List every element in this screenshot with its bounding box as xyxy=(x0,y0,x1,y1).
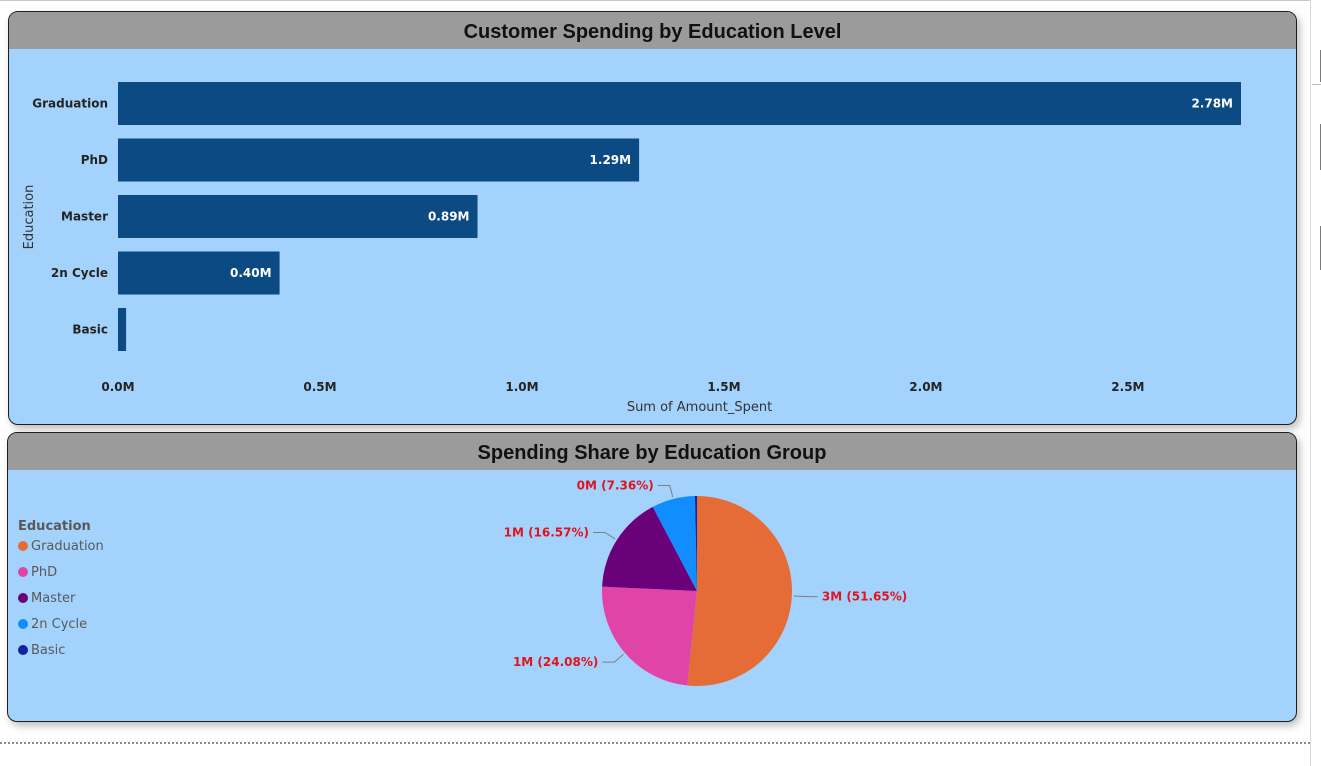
leader-line xyxy=(657,484,674,498)
y-tick-label: 2n Cycle xyxy=(51,266,108,280)
data-label: 2.78M xyxy=(1191,97,1233,111)
x-tick-label: 2.5M xyxy=(1111,380,1144,394)
bar-chart-svg: Graduation 2.78M PhD 1.29M Master 0.89M 2n Cyc… xyxy=(22,82,1241,415)
leader-line xyxy=(593,532,616,540)
bar-2n-cycle xyxy=(118,251,280,295)
legend-item-graduation[interactable]: Graduation xyxy=(18,538,104,564)
y-tick-label: Master xyxy=(61,210,108,224)
legend-marker xyxy=(18,593,28,603)
legend-label: Basic xyxy=(31,643,66,658)
data-label: 0.40M xyxy=(230,266,272,280)
pie-legend: Education Graduation PhD Master 2n Cycle Bas… xyxy=(18,519,104,668)
pie-slice-phd xyxy=(602,586,697,686)
x-tick-label: 1.0M xyxy=(505,380,538,394)
legend-marker xyxy=(18,645,28,655)
legend-label: Graduation xyxy=(31,539,104,554)
legend-item-phd[interactable]: PhD xyxy=(18,564,104,590)
y-tick-label: Graduation xyxy=(32,97,108,111)
data-label: 0.89M xyxy=(428,210,470,224)
leader-line xyxy=(793,595,818,598)
y-tick-label: Basic xyxy=(72,323,108,337)
bar-basic xyxy=(118,308,127,351)
data-label: 1.29M xyxy=(590,153,632,167)
pie-chart-svg: 3M (51.65%) 1M (24.08%) 1M (16.57%) 0M (7.3… xyxy=(504,478,907,686)
pie-slice-master xyxy=(602,506,697,591)
legend-label: 2n Cycle xyxy=(31,617,88,632)
leader-line xyxy=(602,653,624,663)
top-border xyxy=(0,0,1310,4)
y-axis-title: Education xyxy=(22,185,37,250)
legend-title: Education xyxy=(18,519,91,534)
pie-slice-2n-cycle xyxy=(652,496,697,591)
right-panel-divider xyxy=(1312,84,1321,85)
right-panel-edge xyxy=(1310,0,1311,766)
pie-data-label: 3M (51.65%) xyxy=(822,590,907,604)
legend-item-2n-cycle[interactable]: 2n Cycle xyxy=(18,616,104,642)
pie-slice-basic xyxy=(694,496,697,591)
bar-chart-visual[interactable]: Customer Spending by Education Level Gra… xyxy=(8,11,1297,425)
legend-label: PhD xyxy=(31,565,58,580)
legend-item-master[interactable]: Master xyxy=(18,590,104,616)
x-tick-label: 0.5M xyxy=(303,380,336,394)
x-tick-label: 0.0M xyxy=(101,380,134,394)
legend-marker xyxy=(18,619,28,629)
x-tick-label: 1.5M xyxy=(707,380,740,394)
bar-graduation xyxy=(118,82,1241,125)
legend-item-basic[interactable]: Basic xyxy=(18,642,104,668)
legend-label: Master xyxy=(31,591,76,606)
legend-marker xyxy=(18,541,28,551)
pie-slice-graduation xyxy=(687,496,793,686)
pie-chart-title: Spending Share by Education Group xyxy=(8,433,1296,470)
y-tick-label: PhD xyxy=(81,153,108,167)
page-break-line xyxy=(0,742,1310,744)
x-axis-title: Sum of Amount_Spent xyxy=(627,400,772,415)
pie-chart-visual[interactable]: Spending Share by Education Group Educat… xyxy=(7,432,1297,722)
pie-data-label: 1M (24.08%) xyxy=(513,655,598,669)
bar-phd xyxy=(118,138,640,182)
bar-chart-title: Customer Spending by Education Level xyxy=(9,12,1296,49)
pie-data-label: 1M (16.57%) xyxy=(504,526,589,540)
pie-data-label: 0M (7.36%) xyxy=(577,478,654,492)
x-tick-label: 2.0M xyxy=(909,380,942,394)
legend-marker xyxy=(18,567,28,577)
bar-master xyxy=(118,195,478,238)
